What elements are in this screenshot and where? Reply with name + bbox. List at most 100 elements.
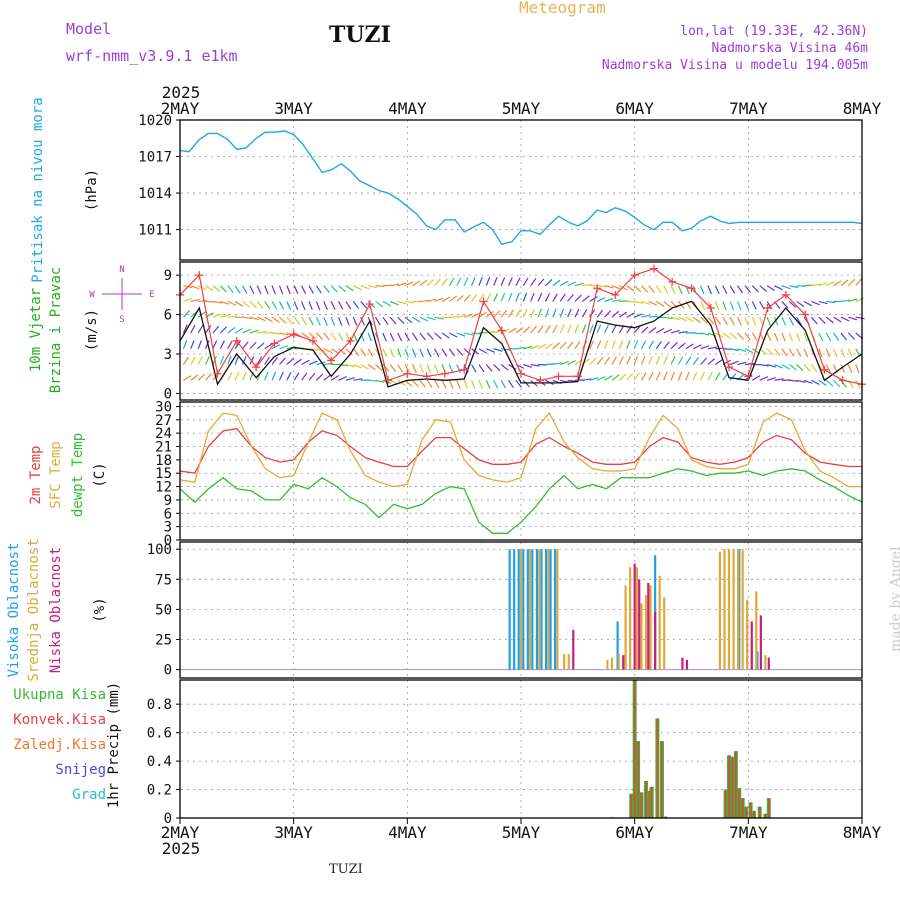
wind-arrow bbox=[604, 324, 609, 334]
wind-arrow bbox=[567, 308, 572, 318]
wind-arrow bbox=[256, 301, 264, 309]
wind-arrow bbox=[722, 316, 728, 326]
wind-unit: (m/s) bbox=[84, 309, 100, 351]
mid-cloud-bar bbox=[610, 657, 614, 670]
wind-arrow bbox=[530, 344, 540, 350]
wind-arrow bbox=[744, 316, 749, 326]
wind-arrow bbox=[345, 301, 352, 310]
sfc-temp-line bbox=[179, 411, 862, 488]
wind-arrow bbox=[190, 356, 196, 365]
temp-y-tick-label: 30 bbox=[155, 399, 172, 415]
wind-arrow bbox=[796, 364, 804, 372]
wind-arrow bbox=[796, 316, 802, 326]
wind-arrow bbox=[456, 348, 464, 356]
wind-arrow bbox=[641, 300, 651, 305]
wind-gust-marker bbox=[270, 339, 279, 348]
temp-unit: (C) bbox=[92, 462, 108, 487]
wind-arrow bbox=[685, 371, 690, 381]
wind-arrow bbox=[589, 357, 597, 365]
wind-arrow bbox=[493, 364, 501, 372]
mid-cloud-bar bbox=[649, 585, 652, 670]
wind-arrow bbox=[537, 343, 547, 350]
wind-arrow bbox=[641, 285, 649, 293]
wind-arrow bbox=[301, 359, 310, 366]
wind-arrow bbox=[663, 300, 671, 308]
wind-arrow bbox=[197, 311, 206, 318]
wind-arrow bbox=[559, 341, 567, 350]
wind-arrow bbox=[220, 314, 230, 318]
wind-arrow bbox=[441, 348, 448, 357]
wind-gust-marker bbox=[763, 304, 772, 312]
page-title: TUZI bbox=[329, 22, 391, 48]
wind-arrow bbox=[315, 301, 321, 311]
wind-arrow bbox=[700, 345, 710, 350]
wind-arrow bbox=[278, 285, 284, 295]
wind-arrow bbox=[374, 316, 381, 326]
mid-cloud-bar bbox=[567, 653, 570, 670]
wind-arrow bbox=[456, 277, 462, 286]
wind-arrow bbox=[559, 324, 565, 334]
dewpt-line bbox=[179, 468, 863, 534]
wind-arrow bbox=[279, 345, 289, 350]
wind-gust-marker bbox=[781, 290, 790, 299]
wind-arrow bbox=[256, 356, 263, 365]
wind-arrow bbox=[441, 380, 447, 389]
wind-arrow bbox=[286, 285, 291, 295]
compass-label: E bbox=[149, 290, 154, 300]
wind-arrow bbox=[404, 332, 411, 342]
wind-arrow bbox=[537, 278, 545, 287]
x-tick-label-bottom: 3MAY bbox=[274, 823, 313, 842]
wind-arrow bbox=[441, 296, 451, 302]
wind-arrow bbox=[677, 285, 683, 295]
high-cloud-bar bbox=[535, 549, 539, 670]
wind-arrow bbox=[537, 292, 543, 302]
wind-arrow bbox=[670, 285, 676, 295]
wind-arrow bbox=[663, 328, 673, 334]
wind-arrow bbox=[257, 316, 266, 322]
credit-watermark: made by Angel bbox=[888, 546, 900, 653]
temp-axis-label-3: dewpt Temp bbox=[70, 433, 86, 517]
wind-arrow bbox=[375, 285, 385, 288]
wind-arrow bbox=[736, 301, 742, 311]
wind-arrow bbox=[714, 301, 720, 310]
conv-precip-bar bbox=[745, 806, 747, 818]
wind-arrow bbox=[434, 332, 442, 340]
wind-arrow bbox=[744, 301, 750, 310]
wind-arrow bbox=[810, 348, 816, 358]
wind-arrow bbox=[567, 341, 574, 350]
wind-arrow bbox=[574, 308, 580, 318]
wind-y-tick-label: 0 bbox=[164, 386, 172, 402]
wind-arrow bbox=[567, 281, 577, 287]
mid-cloud-bar bbox=[658, 575, 661, 670]
wind-arrow bbox=[441, 332, 450, 339]
wind-arrow bbox=[596, 357, 604, 365]
wind-arrow bbox=[803, 348, 809, 358]
wind-arrow bbox=[264, 371, 269, 381]
wind-arrow bbox=[434, 348, 440, 357]
wind-arrow bbox=[781, 301, 789, 309]
wind-arrow bbox=[345, 285, 354, 292]
wind-arrow bbox=[264, 343, 273, 350]
wind-arrow bbox=[242, 341, 249, 350]
wind-gust-marker bbox=[801, 310, 810, 319]
wind-arrow bbox=[493, 310, 501, 318]
conv-precip-bar bbox=[661, 741, 663, 818]
wind-arrow bbox=[685, 343, 694, 350]
wind-arrow bbox=[818, 332, 824, 342]
wind-arrow bbox=[278, 301, 285, 310]
legend-snow: Snijeg bbox=[55, 762, 106, 778]
wind-arrow bbox=[249, 316, 259, 321]
wind-arrow bbox=[515, 309, 521, 318]
wind-arrow bbox=[271, 316, 280, 324]
wind-arrow bbox=[404, 364, 410, 373]
wind-arrow bbox=[611, 340, 616, 349]
wind-arrow bbox=[219, 326, 228, 334]
wind-arrow bbox=[330, 332, 337, 341]
wind-arrow bbox=[397, 316, 405, 324]
wind-gust-marker bbox=[820, 365, 829, 374]
wind-arrow bbox=[803, 379, 813, 385]
compass-label: S bbox=[119, 315, 124, 325]
x-tick-label-bottom: 6MAY bbox=[615, 823, 654, 842]
wind-arrow bbox=[448, 277, 455, 286]
wind-arrow bbox=[345, 348, 353, 356]
